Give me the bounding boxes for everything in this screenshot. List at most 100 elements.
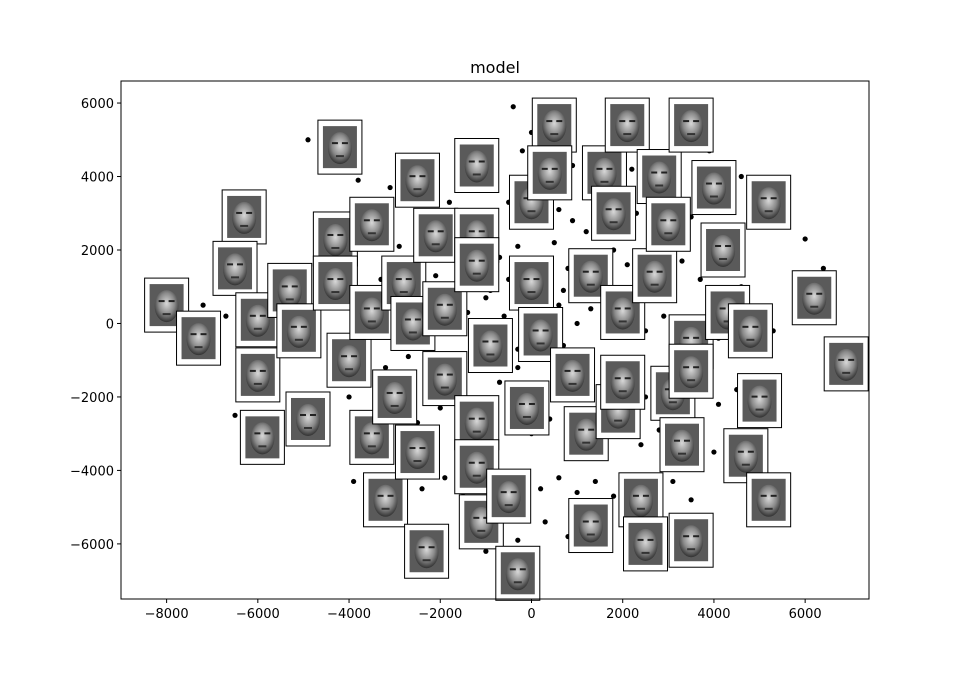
face-thumbnail-icon [235, 292, 281, 348]
face-thumbnail-icon [636, 149, 682, 205]
face-thumbnail-icon [422, 351, 468, 407]
scatter-point [556, 475, 562, 481]
scatter-point [351, 478, 357, 485]
scatter-point [583, 229, 589, 235]
scatter-point [519, 148, 525, 154]
scatter-point [515, 537, 521, 543]
scatter-point [610, 493, 617, 499]
scatter-point [346, 394, 352, 400]
face-thumbnail-icon [659, 417, 705, 473]
scatter-point [515, 243, 521, 249]
face-thumbnail-icon [568, 498, 614, 554]
face-thumbnail-icon [486, 468, 532, 524]
scatter-point [387, 184, 393, 191]
face-thumbnail-icon [467, 318, 513, 374]
face-thumbnail-icon [317, 119, 363, 175]
scatter-point [574, 489, 580, 496]
y-axis: −6000 −4000 −2000 0 2000 4000 6000 [70, 97, 121, 553]
face-thumbnail-icon [632, 248, 678, 304]
scatter-point [820, 265, 826, 271]
face-thumbnail-icon [823, 336, 869, 392]
scatter-point [496, 379, 503, 385]
y-tick-label: −6000 [70, 538, 114, 553]
face-thumbnail-icon [746, 174, 792, 230]
scatter-point [396, 243, 402, 249]
scatter-point [679, 258, 685, 264]
face-thumbnail-icon [700, 222, 746, 278]
x-tick-label: 0 [527, 607, 535, 622]
scatter-point [551, 240, 557, 246]
face-thumbnail-icon [144, 277, 190, 333]
scatter-point [629, 166, 635, 172]
scatter-point [688, 497, 694, 503]
x-tick-label: −2000 [418, 607, 462, 622]
y-tick-label: −2000 [70, 391, 114, 406]
face-thumbnail-icon [623, 516, 669, 572]
face-thumbnail-icon [531, 97, 577, 153]
plot-frame [120, 80, 870, 600]
scatter-point [638, 442, 644, 448]
face-thumbnail-icon [394, 152, 440, 208]
face-thumbnail-icon [591, 185, 637, 241]
x-tick-label: 2000 [606, 607, 639, 622]
face-thumbnail-icon [404, 523, 450, 579]
x-tick-label: −6000 [236, 607, 280, 622]
scatter-point [501, 313, 507, 319]
y-tick-label: 2000 [81, 244, 114, 259]
scatter-point [515, 364, 521, 371]
scatter-point [483, 295, 489, 301]
face-thumbnail-icon [394, 424, 440, 480]
face-thumbnail-icon [508, 255, 554, 311]
face-thumbnail-icon [176, 310, 222, 366]
face-thumbnail-icon [791, 270, 837, 326]
scatter-point [624, 262, 630, 268]
scatter-point [442, 475, 448, 481]
face-thumbnail-icon [550, 347, 596, 403]
face-thumbnail-icon [454, 237, 500, 293]
y-tick-label: 0 [106, 317, 114, 332]
face-thumbnail-icon [563, 406, 609, 462]
face-thumbnail-icon [349, 196, 395, 252]
y-tick-label: −4000 [70, 464, 114, 479]
face-thumbnail-icon [239, 409, 285, 465]
scatter-point [802, 236, 808, 242]
scatter-point [574, 320, 580, 327]
scatter-point [588, 306, 594, 312]
face-thumbnail-icon [372, 369, 418, 425]
scatter-point [738, 173, 744, 180]
x-tick-label: −8000 [145, 607, 189, 622]
scatter-point [542, 519, 548, 525]
face-thumbnail-icon [668, 97, 714, 153]
scatter-point [305, 137, 311, 143]
face-thumbnail-icon [746, 472, 792, 528]
face-thumbnail-icon [326, 332, 372, 388]
scatter-point [355, 177, 361, 183]
scatter-point [200, 302, 206, 308]
scatter-point [592, 478, 598, 485]
chart-title: model [470, 58, 520, 77]
face-thumbnail-icon [454, 137, 500, 193]
face-thumbnail-icon [727, 303, 773, 359]
scatter-point [437, 405, 443, 411]
scatter-point [419, 486, 425, 492]
scatter-point [661, 313, 667, 319]
y-tick-label: 4000 [81, 171, 114, 186]
scatter-point [510, 104, 516, 110]
scatter-point [556, 206, 562, 213]
scatter-point [483, 548, 489, 554]
scatter-point [446, 199, 452, 205]
scatter-point [697, 276, 703, 282]
face-thumbnail-icon [527, 145, 573, 201]
face-thumbnail-icon [668, 343, 714, 399]
y-tick-label: 6000 [81, 97, 114, 112]
scatter-point [670, 478, 676, 485]
face-thumbnail-icon [235, 347, 281, 403]
x-tick-label: 4000 [697, 607, 730, 622]
face-thumbnail-icon [604, 97, 650, 153]
face-thumbnail-icon [212, 240, 258, 296]
face-thumbnail-icon [276, 303, 322, 359]
scatter-point [569, 218, 576, 224]
face-thumbnail-icon [668, 512, 714, 568]
scatter-point [405, 353, 411, 360]
